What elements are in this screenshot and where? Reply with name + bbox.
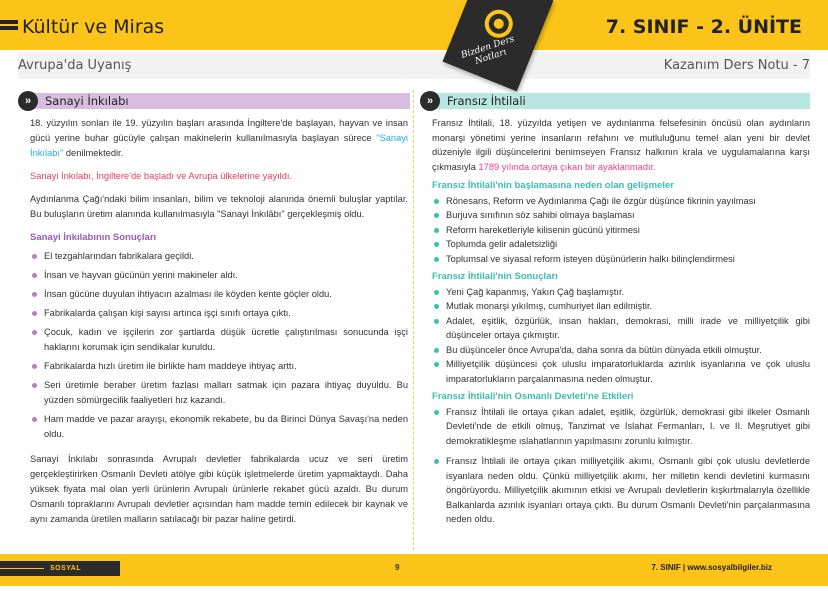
section-title: Sanayi İnkılabı: [45, 94, 129, 108]
lesson-note-label: Kazanım Ders Notu - 7: [663, 58, 810, 73]
intro-paragraph: 18. yüzyılın sonları ile 19. yüzyılın ba…: [30, 118, 408, 158]
menu-bars-icon: [0, 20, 18, 32]
list-item: Ham madde ve pazar arayışı, ekonomik rek…: [30, 412, 408, 442]
header-bar: Kültür ve Miras 7. SINIF - 2. ÜNİTE: [0, 0, 828, 50]
highlight-text: 1789 yılında ortaya çıkan bir ayaklanmad…: [478, 161, 656, 172]
list-item: Toplumsal ve siyasal reform isteyen düşü…: [432, 252, 810, 267]
results-list: El tezgahlarından fabrikalara geçildi. İn…: [30, 249, 408, 442]
highlight-paragraph: Sanayi İnkılabı, İngiltere'de başladı ve…: [30, 171, 293, 181]
subheading: Sanayi İnkılabının Sonuçları: [30, 232, 157, 243]
badge-text: Bizden Ders Notları: [459, 34, 516, 67]
highlight-term: "Sanayi İnkılabı": [30, 133, 408, 158]
page-title: Kültür ve Miras: [22, 16, 165, 38]
list-item: Burjuva sınıfının söz sahibi olmaya başl…: [432, 208, 810, 223]
left-column: 18. yüzyılın sonları ile 19. yüzyılın ba…: [30, 116, 408, 535]
section-title: Fransız İhtilali: [447, 94, 526, 108]
list-item: El tezgahlarından fabrikalara geçildi.: [30, 249, 408, 264]
list-item: Fransız İhtilali ile ortaya çıkan adalet…: [432, 405, 810, 449]
subheading: Fransız İhtilali'nin Sonuçları: [432, 271, 558, 282]
list-item: İnsan ve hayvan gücünün yerini makineler…: [30, 268, 408, 283]
intro-paragraph: Fransız İhtilali, 18. yüzyılda yetişen v…: [432, 118, 810, 172]
double-chevron-icon: »: [420, 91, 440, 111]
list-item: Yeni Çağ kapanmış, Yakın Çağ başlamıştır…: [432, 285, 810, 300]
list-item: Adalet, eşitlik, özgürlük, insan hakları…: [432, 314, 810, 343]
list-item: Fabrikalarda çalışan kişi sayısı artınca…: [30, 306, 408, 321]
list-item: Rönesans, Reform ve Aydınlanma Çağı ile …: [432, 194, 810, 209]
section-header-sanayi: » Sanayi İnkılabı: [18, 91, 410, 111]
list-item: Çocuk, kadın ve işçilerin zor şartlarda …: [30, 325, 408, 355]
list-item: Mutlak monarşi yıkılmış, cumhuriyet ilan…: [432, 299, 810, 314]
subject-label: SOSYAL BİLGİLER: [0, 561, 120, 587]
right-column: Fransız İhtilali, 18. yüzyılda yetişen v…: [432, 116, 810, 533]
list-item: Fransız İhtilali ile ortaya çıkan milliy…: [432, 454, 810, 527]
list-item: Toplumda gelir adaletsizliği: [432, 237, 810, 252]
list-item: Reform hareketleriyle kilisenin gücünü y…: [432, 223, 810, 238]
list-item: Seri üretimle beraber üretim fazlası mal…: [30, 378, 408, 408]
list-item: Bu düşünceler önce Avrupa'da, daha sonra…: [432, 343, 810, 358]
list-item: Fabrikalarda hızlı üretim ile birlikte h…: [30, 359, 408, 374]
double-chevron-icon: »: [18, 91, 38, 111]
paragraph: Aydınlanma Çağı'ndaki bilim insanları, b…: [30, 194, 408, 219]
subheading: Fransız İhtilali'nin başlamasına neden o…: [432, 180, 674, 191]
unit-label: 7. SINIF - 2. ÜNİTE: [605, 16, 802, 38]
subheading: Fransız İhtilali'nin Osmanlı Devleti'ne …: [432, 391, 634, 402]
results-list: Yeni Çağ kapanmış, Yakın Çağ başlamıştır…: [432, 285, 810, 387]
list-item: Milliyetçilik düşüncesi çok uluslu impar…: [432, 357, 810, 386]
footer-bar: SOSYAL BİLGİLER 9 7. SINIF | www.sosyalb…: [0, 554, 828, 587]
causes-list: Rönesans, Reform ve Aydınlanma Çağı ile …: [432, 194, 810, 267]
ottoman-effects-list: Fransız İhtilali ile ortaya çıkan adalet…: [432, 405, 810, 527]
column-divider: [413, 90, 414, 550]
list-item: İnsan gücüne duyulan ihtiyacın azalması …: [30, 287, 408, 302]
section-header-fransiz: » Fransız İhtilali: [420, 91, 810, 111]
closing-paragraph: Sanayi İnkılabı sonrasında Avrupalı devl…: [30, 454, 408, 524]
subheader-bar: Avrupa'da Uyanış Kazanım Ders Notu - 7: [18, 52, 810, 79]
topic-title: Avrupa'da Uyanış: [18, 58, 132, 73]
site-link[interactable]: 7. SINIF | www.sosyalbilgiler.biz: [651, 563, 772, 572]
page-number: 9: [395, 563, 400, 572]
